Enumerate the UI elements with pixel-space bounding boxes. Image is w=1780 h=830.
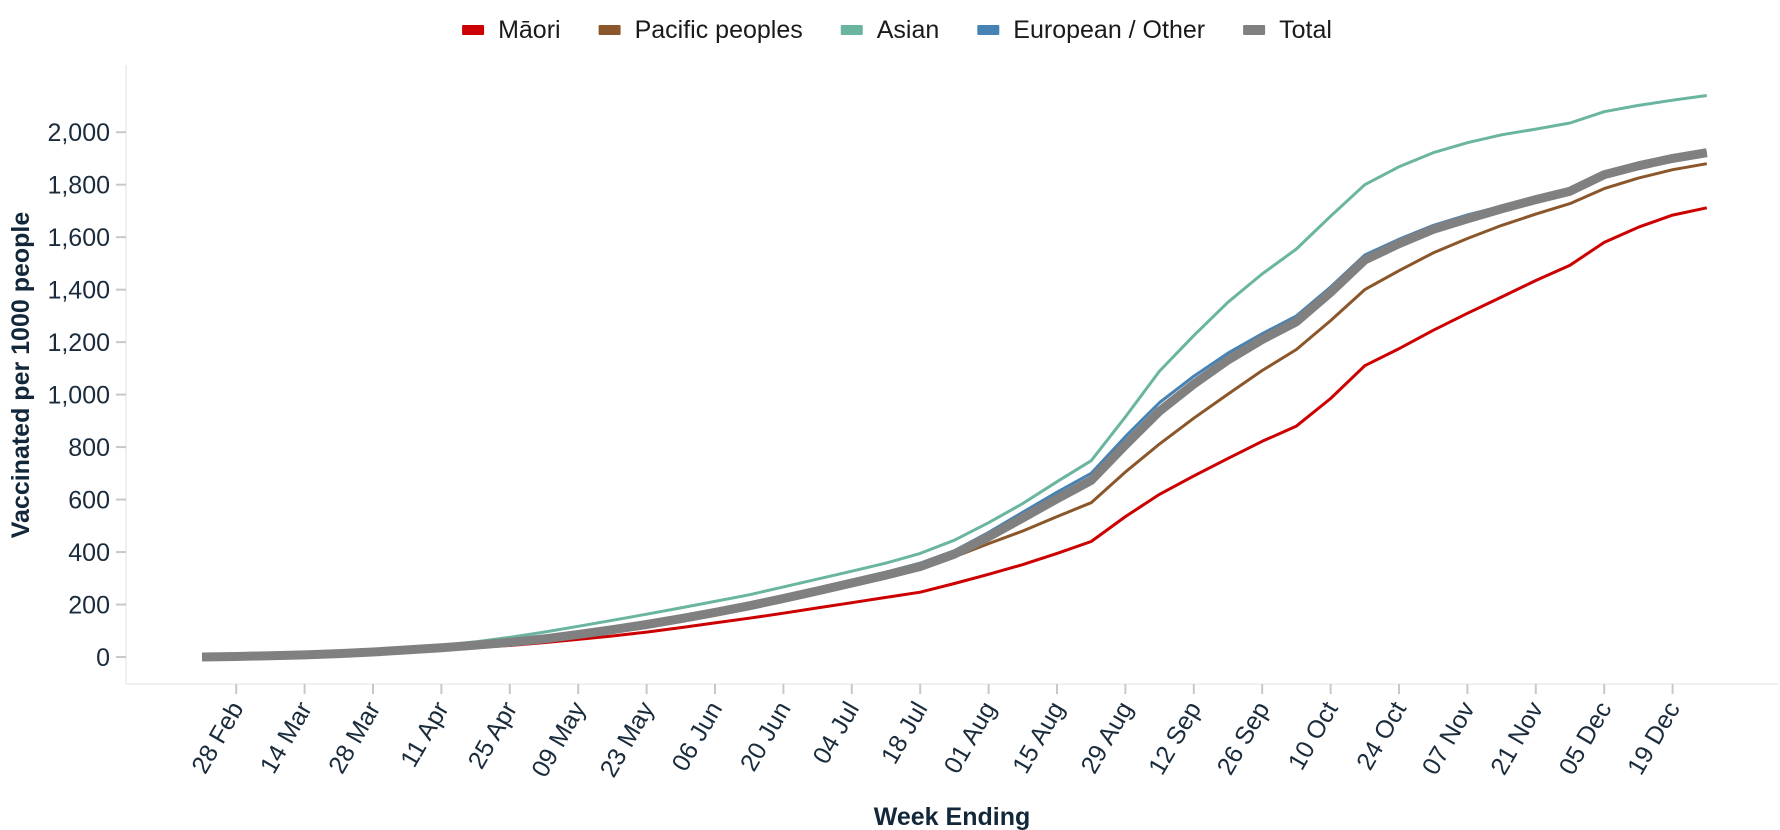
y-tick-label: 1,800 bbox=[47, 172, 110, 200]
legend-swatch-asian bbox=[840, 25, 863, 35]
legend-label-pacific-peoples: Pacific peoples bbox=[635, 16, 803, 44]
x-tick-label: 07 Nov bbox=[1417, 697, 1481, 780]
series-lines bbox=[201, 94, 1708, 662]
x-axis-title: Week Ending bbox=[874, 803, 1031, 830]
legend-swatch-european-other bbox=[977, 25, 1000, 35]
x-tick-label: 10 Oct bbox=[1283, 697, 1344, 775]
y-tick-label: 1,200 bbox=[47, 329, 110, 357]
x-tick-label: 12 Sep bbox=[1143, 697, 1207, 780]
y-tick-label: 600 bbox=[68, 487, 110, 515]
series-line-european-other bbox=[201, 150, 1708, 659]
series-line-m-ori bbox=[201, 206, 1708, 659]
x-tick-label: 01 Aug bbox=[939, 697, 1002, 778]
y-tick-label: 800 bbox=[68, 434, 110, 462]
y-tick-label: 1,000 bbox=[47, 382, 110, 410]
x-tick-label: 29 Aug bbox=[1075, 697, 1138, 778]
legend-swatch-m-ori bbox=[462, 25, 485, 35]
x-tick-label: 09 May bbox=[526, 697, 591, 782]
y-tick-label: 2,000 bbox=[47, 119, 110, 147]
series-line-total bbox=[201, 148, 1708, 662]
x-tick-label: 23 May bbox=[595, 697, 660, 782]
legend-swatch-total bbox=[1243, 25, 1266, 35]
x-tick-label: 24 Oct bbox=[1351, 697, 1412, 775]
x-tick-label: 25 Apr bbox=[463, 697, 523, 774]
x-tick-label: 06 Jun bbox=[666, 697, 728, 776]
y-tick-label: 0 bbox=[96, 644, 110, 672]
x-tick-label: 14 Mar bbox=[255, 697, 318, 778]
y-tick-label: 400 bbox=[68, 539, 110, 567]
legend-label-european-other: European / Other bbox=[1013, 16, 1205, 44]
x-tick-label: 18 Jul bbox=[876, 697, 934, 769]
x-tick-label: 15 Aug bbox=[1007, 697, 1070, 778]
x-tick-label: 21 Nov bbox=[1485, 697, 1549, 780]
x-tick-label: 28 Mar bbox=[323, 697, 386, 778]
y-tick-label: 1,400 bbox=[47, 277, 110, 305]
y-tick-label: 1,600 bbox=[47, 224, 110, 252]
x-tick-label: 26 Sep bbox=[1212, 697, 1276, 780]
axes: 0 200 400 600 800 1,000 1,200 1,400 1,600 1,800 2,… bbox=[47, 65, 1778, 782]
y-ticks: 0 200 400 600 800 1,000 1,200 1,400 1,600 1,800 2,… bbox=[47, 119, 126, 672]
legend: Māori Pacific peoples Asian European / Othe… bbox=[462, 16, 1332, 44]
x-tick-label: 20 Jun bbox=[735, 697, 797, 776]
legend-swatch-pacific-peoples bbox=[598, 25, 621, 35]
legend-label-total: Total bbox=[1279, 16, 1332, 44]
x-ticks: 28 Feb 14 Mar 28 Mar 11 Apr 25 Apr 09 May 23 M… bbox=[186, 684, 1686, 782]
x-tick-label: 19 Dec bbox=[1622, 697, 1686, 780]
legend-label-asian: Asian bbox=[877, 16, 940, 44]
x-tick-label: 04 Jul bbox=[807, 697, 865, 769]
y-tick-label: 200 bbox=[68, 592, 110, 620]
series-line-asian bbox=[201, 94, 1708, 659]
x-tick-label: 05 Dec bbox=[1554, 697, 1618, 780]
x-tick-label: 11 Apr bbox=[395, 697, 454, 772]
legend-label-m-ori: Māori bbox=[498, 16, 561, 44]
x-tick-label: 28 Feb bbox=[186, 697, 249, 778]
y-axis-title: Vaccinated per 1000 people bbox=[7, 212, 35, 539]
